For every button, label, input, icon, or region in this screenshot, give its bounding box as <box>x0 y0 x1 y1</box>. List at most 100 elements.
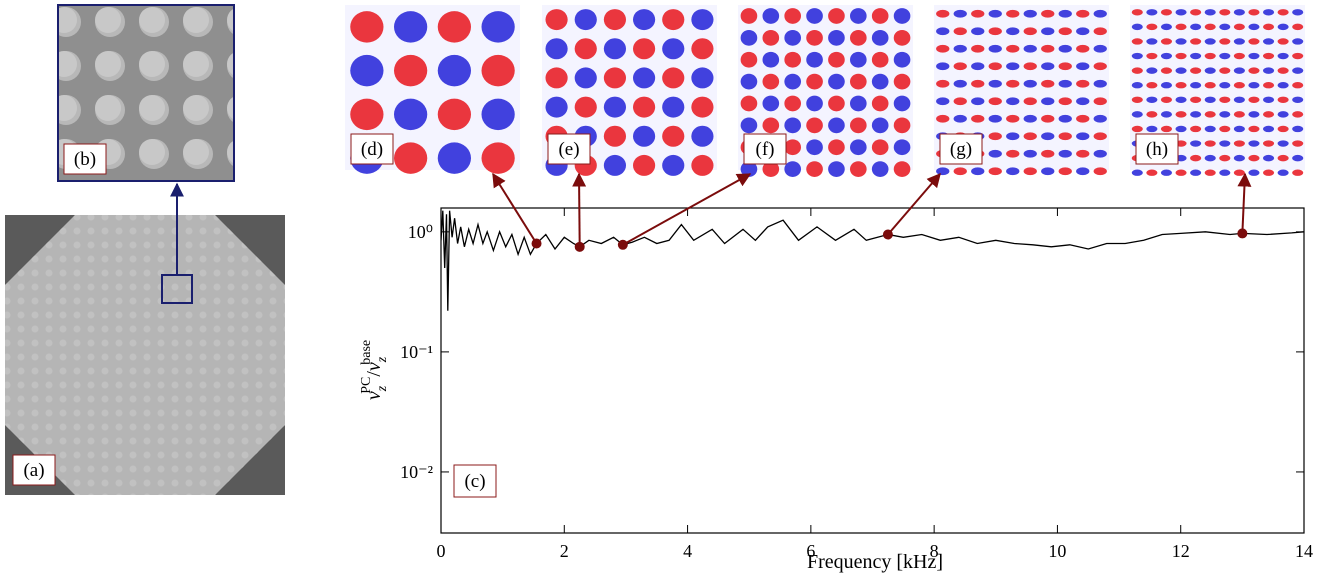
inset-blob <box>1292 38 1304 45</box>
inset-blob <box>988 167 1002 176</box>
inset-blob <box>740 95 758 112</box>
inset-blob <box>1146 38 1158 45</box>
inset-blob <box>1233 140 1245 147</box>
inset-blob <box>871 139 889 156</box>
inset-blob <box>1263 154 1275 162</box>
inset-blob <box>740 161 758 177</box>
inset-blob <box>1146 52 1158 60</box>
inset-blob <box>603 67 627 89</box>
inset-blob <box>1292 52 1304 60</box>
inset-blob <box>691 125 714 147</box>
inset-blob <box>633 9 656 31</box>
inset-blob <box>1041 62 1055 71</box>
inset-blob <box>1233 67 1245 74</box>
inset-blob <box>828 139 845 156</box>
inset-blob <box>850 8 867 24</box>
inset-blob <box>1131 52 1143 60</box>
inset-blob <box>1219 111 1231 118</box>
inset-blob <box>1146 23 1158 31</box>
inset-blob <box>633 96 656 118</box>
x-tick-label: 2 <box>560 541 569 561</box>
inset-blob <box>574 9 597 31</box>
inset-blob <box>1248 38 1260 45</box>
inset-blob <box>1219 38 1231 45</box>
inset-blob <box>971 9 985 18</box>
inset-blob <box>1160 9 1173 16</box>
inset-blob <box>1058 167 1072 176</box>
inset-blob <box>1006 44 1020 53</box>
inset-blob <box>1076 62 1090 71</box>
inset-blob <box>1006 132 1020 141</box>
y-label-part: v <box>363 362 385 371</box>
inset-blob <box>1233 154 1245 162</box>
inset-blob <box>1233 96 1245 103</box>
inset-blob <box>1058 114 1072 123</box>
inset-blob <box>784 139 801 156</box>
inset-blob <box>806 117 823 134</box>
inset-blob <box>394 54 428 87</box>
inset-blob <box>1190 111 1202 118</box>
inset-blob <box>437 98 471 131</box>
y-label-part: / <box>363 371 385 377</box>
inset-blob <box>1006 9 1020 18</box>
inset-blob <box>988 97 1002 106</box>
inset-blob <box>1190 23 1202 31</box>
inset-blob <box>1263 67 1275 74</box>
y-label-part: v <box>363 391 385 400</box>
inset-blob <box>762 51 780 68</box>
inset-blob <box>1248 140 1260 147</box>
inset-blob <box>850 139 867 156</box>
arrow <box>887 172 941 236</box>
x-tick-label: 4 <box>683 541 692 561</box>
inset-blob <box>1219 52 1231 60</box>
inset-blob <box>1131 23 1143 31</box>
inset-blob <box>828 95 845 112</box>
panel-label: (f) <box>756 139 775 160</box>
inset-blob <box>1219 67 1231 74</box>
inset-blob <box>1277 82 1289 89</box>
inset-blob <box>1292 67 1304 74</box>
inset-blob <box>1175 82 1187 89</box>
inset-blob <box>850 51 867 68</box>
inset-blob <box>762 29 780 46</box>
inset-blob <box>1076 167 1090 176</box>
inset-blob <box>953 44 967 53</box>
inset-blob <box>350 98 384 131</box>
inset-blob <box>1058 149 1072 158</box>
inset-blob <box>1292 23 1304 31</box>
inset-blob <box>971 27 985 36</box>
inset-blob <box>1160 67 1173 74</box>
inset-blob <box>953 97 967 106</box>
inset-blob <box>1093 27 1107 36</box>
inset-blob <box>1204 111 1216 118</box>
inset-blob <box>828 8 845 24</box>
inset-blob <box>1292 82 1304 89</box>
inset-blob <box>1006 114 1020 123</box>
inset-blob <box>1131 67 1143 74</box>
inset-blob <box>1023 114 1037 123</box>
inset-blob <box>1041 44 1055 53</box>
inset-blob <box>1131 125 1143 133</box>
inset-blob <box>971 62 985 71</box>
inset-blob <box>828 51 845 68</box>
inset-blob <box>784 51 801 68</box>
inset-blob <box>603 125 627 147</box>
inset-blob <box>1277 125 1289 133</box>
inset-blob <box>936 97 950 106</box>
inset-blob <box>1160 38 1173 45</box>
y-label-part: PC <box>359 377 374 394</box>
inset-blob <box>1263 140 1275 147</box>
inset-blob <box>1023 9 1037 18</box>
inset-blob <box>1292 9 1304 16</box>
inset-blob <box>1058 62 1072 71</box>
inset-blob <box>1175 9 1187 16</box>
inset-blob <box>1204 140 1216 147</box>
inset-blob <box>1292 140 1304 147</box>
inset-blob <box>1023 27 1037 36</box>
inset-blob <box>953 9 967 18</box>
inset-blob <box>1248 169 1260 176</box>
inset-blob <box>1175 111 1187 118</box>
x-tick-label: 8 <box>930 541 939 561</box>
inset-blob <box>871 29 889 46</box>
inset-blob <box>1146 82 1158 89</box>
